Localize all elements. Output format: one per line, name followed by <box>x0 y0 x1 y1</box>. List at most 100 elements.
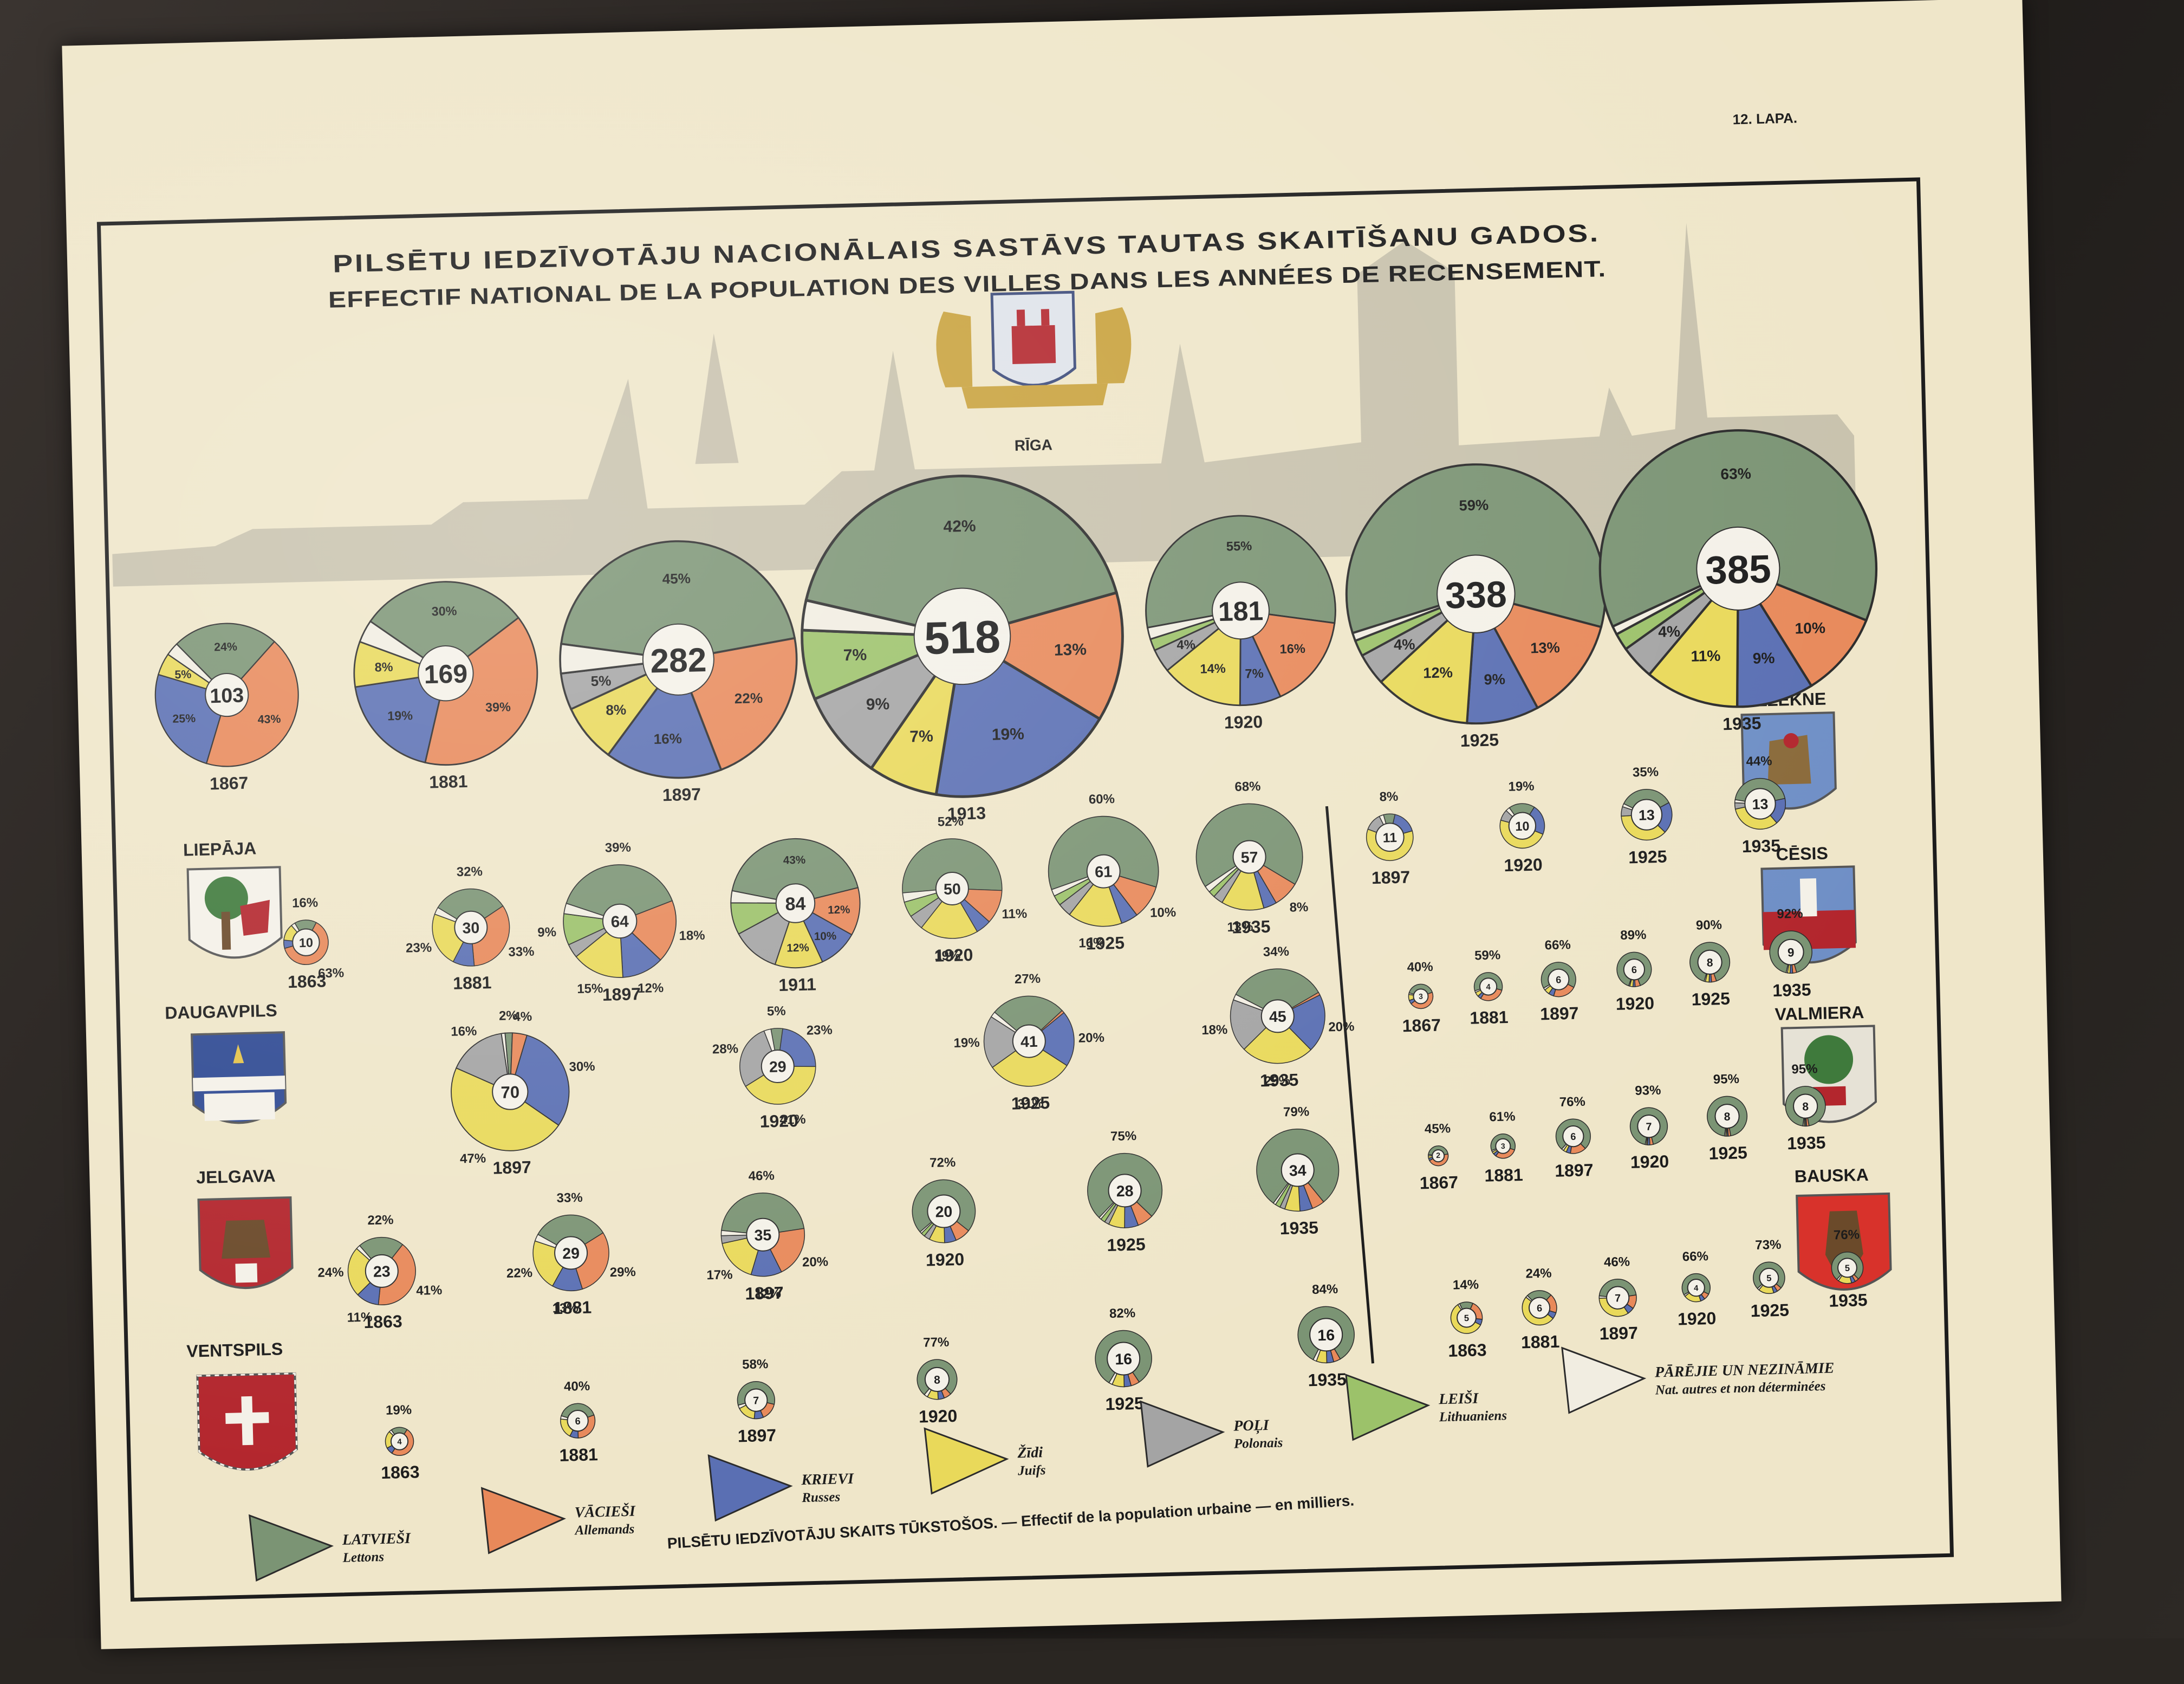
year-label: 1935 <box>1260 1070 1299 1091</box>
slice-zidi <box>451 1067 560 1151</box>
legend-label: POĻI <box>1233 1417 1270 1435</box>
slice-zidi <box>1243 1015 1312 1064</box>
year-label: 1897 <box>1599 1323 1638 1344</box>
slice-label-latviesi: 24% <box>214 640 237 653</box>
slice-label-krievi: 13% <box>552 1300 578 1316</box>
slice-label-latviesi: 73% <box>1755 1238 1782 1253</box>
slice-label-poli: 18% <box>1201 1022 1228 1038</box>
slice-poli <box>738 902 797 966</box>
slice-label-latviesi: 61% <box>1489 1109 1516 1124</box>
city-label-valmiera: VALMIERA <box>1774 1002 1864 1024</box>
pies-liepaja: 16% 63% 10 1863 32% 33% 23% 30 1881 39% 18% 12% 15% 9… <box>283 779 1309 1005</box>
population-total: 16 <box>1115 1351 1132 1369</box>
population-total: 10 <box>299 935 314 950</box>
population-total: 7 <box>1615 1292 1621 1304</box>
population-total: 6 <box>1537 1303 1543 1313</box>
pie-ventspils-1925: 82% 16 1925 <box>1095 1306 1152 1414</box>
legend-swatch <box>480 1487 566 1555</box>
slice-krievi <box>1028 1012 1075 1066</box>
pie-center-disc <box>744 1388 768 1412</box>
year-label: 1863 <box>288 971 327 992</box>
slice-vaciesi <box>470 905 510 967</box>
slice-label-vaciesi: 18% <box>679 928 705 943</box>
city-label-liepaja: LIEPĀJA <box>183 838 257 859</box>
slice-label-latviesi: 14% <box>1453 1277 1479 1292</box>
pie-bauska-1925: 73% 5 1925 <box>1750 1238 1789 1321</box>
year-label: 1920 <box>919 1406 958 1427</box>
year-label: 1935 <box>1829 1290 1868 1311</box>
population-total: 45 <box>1269 1008 1287 1026</box>
pie-bauska-1863: 14% 5 1863 <box>1448 1277 1487 1361</box>
slice-label-leisi: 9% <box>537 925 556 940</box>
population-total: 6 <box>575 1416 581 1427</box>
year-label: 1925 <box>1460 730 1499 750</box>
slice-label-vaciesi: 39% <box>485 699 511 714</box>
population-total: 8 <box>1707 956 1713 969</box>
slice-latviesi <box>176 623 276 696</box>
legend-sublabel: Russes <box>801 1489 841 1505</box>
legend-swatch <box>249 1514 334 1582</box>
pies-jelgava: 22% 41% 11% 24% 23 1863 33% 29% 13% 22% 29 1881 46% 2… <box>317 1104 1340 1332</box>
slice-krievi <box>1277 994 1325 1051</box>
year-label: 1925 <box>1107 1234 1146 1255</box>
slice-label-latviesi: 93% <box>1635 1083 1661 1098</box>
pie-bauska-1920: 66% 4 1920 <box>1678 1249 1717 1329</box>
pie-jelgava-1925: 75% 28 1925 <box>1087 1129 1163 1255</box>
legend-sublabel: Lettons <box>342 1550 384 1565</box>
pie-valmiera-1881: 61% 3 1881 <box>1484 1109 1523 1185</box>
slice-label-latviesi: 24% <box>1525 1266 1552 1281</box>
riga-coat-of-arms <box>936 290 1132 409</box>
slice-label-latviesi: 27% <box>1015 971 1041 987</box>
slice-label-latviesi: 59% <box>1474 948 1501 963</box>
slice-label-zidi: 5% <box>174 668 191 681</box>
slice-label-latviesi: 46% <box>748 1168 775 1183</box>
pie-bauska-1935: 76% 5 1935 <box>1829 1227 1868 1311</box>
slice-label-latviesi: 84% <box>1312 1282 1338 1297</box>
pie-riga-1881: 30% 39% 19% 8% 169 1881 <box>353 581 538 792</box>
slice-label-leisi: 7% <box>843 646 867 664</box>
population-total: 338 <box>1445 574 1507 617</box>
slice-krievi <box>607 657 723 779</box>
slice-label-krievi: 23% <box>806 1022 833 1038</box>
pie-bauska-1897: 46% 7 1897 <box>1598 1254 1638 1344</box>
pie-riga-1897: 45% 22% 16% 8% 5% 282 1897 <box>559 540 798 805</box>
year-label: 1925 <box>1691 989 1730 1009</box>
pie-cesis-1935: 92% 9 1935 <box>1769 906 1812 1000</box>
legend-sublabel: Polonais <box>1233 1435 1283 1451</box>
pie-daugavpils-1925: 27% 20% 31% 19% 41 1925 <box>953 971 1104 1113</box>
slice-label-latviesi: 22% <box>367 1213 394 1228</box>
year-label: 1897 <box>1540 1003 1579 1024</box>
pies-cesis: 40% 3 1867 59% 4 1881 66% 6 1897 89% 6 1920 90% 8 1925… <box>1402 906 1812 1035</box>
year-label: 1920 <box>1630 1151 1669 1172</box>
year-label: 1897 <box>737 1426 776 1446</box>
slice-label-krievi: 19% <box>991 725 1024 743</box>
pie-cesis-1920: 89% 6 1920 <box>1615 928 1654 1014</box>
slice-latviesi <box>721 1193 805 1235</box>
pies-riga: 24% 43% 25% 5% 103 1867 30% 39% 19% 8% 169 1881 45% 2… <box>154 429 1878 824</box>
pie-rezekne-1925: 35% 13 1925 <box>1621 765 1673 867</box>
slice-label-zidi: 11% <box>1691 646 1721 664</box>
pie-jelgava-1881: 33% 29% 13% 22% 29 1881 <box>506 1190 636 1318</box>
pies-bauska: 14% 5 1863 24% 6 1881 46% 7 1897 66% 4 1920 73% 5 1925… <box>1448 1227 1868 1361</box>
slice-label-krievi: 11% <box>347 1310 372 1325</box>
pie-center-disc <box>1232 840 1266 874</box>
slice-label-krievi: 12% <box>638 981 664 996</box>
year-label: 1920 <box>1678 1309 1717 1329</box>
year-label: 1881 <box>1521 1332 1560 1352</box>
pie-cesis-1867: 40% 3 1867 <box>1402 960 1441 1035</box>
pie-center-disc <box>1637 1115 1661 1138</box>
slice-poli <box>983 1016 1030 1068</box>
atlas-page: 12. LAPA. PILSĒTU IEDZĪVOTĀJU NACIONĀLAI… <box>62 0 2184 1684</box>
pies-ventspils: 19% 4 1863 40% 6 1881 58% 7 1897 77% 8 1920 82% 16 192… <box>381 1282 1355 1482</box>
year-label: 1897 <box>745 1283 784 1304</box>
population-total: 3 <box>1501 1142 1505 1150</box>
slice-label-vaciesi: 11% <box>1002 906 1027 922</box>
pie-riga-1925: 59% 13% 9% 12% 4% 338 1925 <box>1345 463 1607 750</box>
year-label: 1935 <box>1308 1369 1347 1390</box>
legend-sublabel: Allemands <box>574 1522 634 1538</box>
slice-label-latviesi: 2% <box>499 1008 518 1024</box>
population-total: 13 <box>1752 796 1768 813</box>
pie-liepaja-1935: 68% 8% 13% 57 1935 <box>1195 779 1309 937</box>
pie-cesis-1897: 66% 6 1897 <box>1540 937 1579 1024</box>
